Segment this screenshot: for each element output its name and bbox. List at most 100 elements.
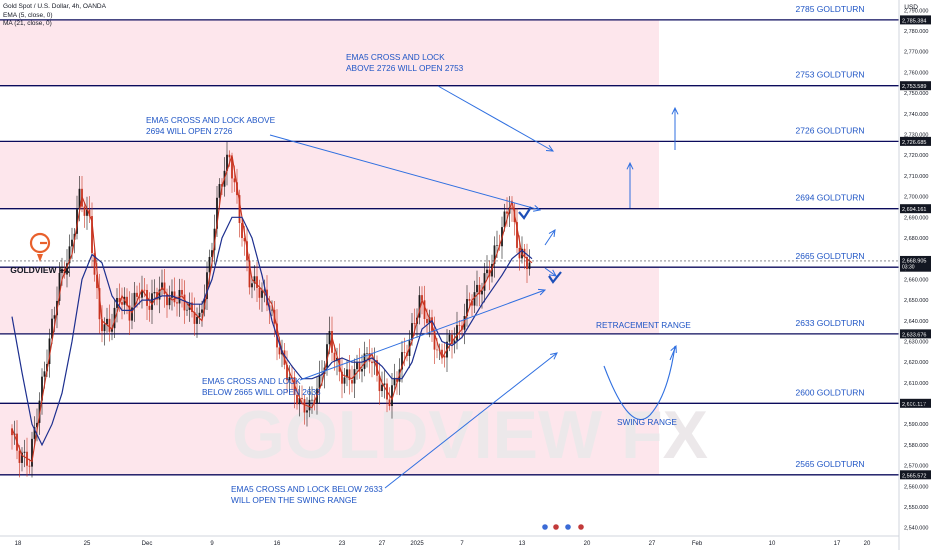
- candle-body: [66, 263, 68, 275]
- candle-body: [336, 357, 338, 361]
- candle-body: [103, 324, 106, 332]
- arrow-head: [626, 161, 634, 170]
- candle-body: [303, 399, 306, 413]
- candle-body: [71, 239, 73, 247]
- candle-body: [206, 272, 208, 299]
- candle-body: [33, 427, 36, 439]
- candle-body: [503, 211, 506, 228]
- candle-body: [201, 309, 203, 313]
- ma-indicator-label: MA (21, close, 0): [3, 20, 52, 28]
- level-label: 2753 GOLDTURN: [796, 70, 865, 80]
- candle-body: [348, 369, 351, 381]
- candle-body: [528, 262, 531, 270]
- currency-label: USD: [904, 4, 918, 11]
- candle-body: [208, 256, 211, 273]
- economic-event-icon[interactable]: [552, 523, 560, 531]
- arrow-head: [671, 106, 679, 115]
- candle-body: [466, 299, 468, 317]
- candle-body: [21, 452, 23, 463]
- candle-body: [413, 323, 416, 324]
- candle-body: [448, 334, 451, 342]
- y-tick-label: 2,680.000: [904, 236, 928, 242]
- level-price-badge-text: 2,694.161: [902, 207, 926, 213]
- arrow-head: [545, 144, 555, 152]
- arrow-head: [533, 205, 542, 212]
- candle-body: [506, 211, 508, 214]
- annotation-text: BELOW 2665 WILL OPEN 2633: [202, 387, 321, 397]
- candle-body: [378, 375, 381, 392]
- candle-body: [171, 291, 173, 298]
- candle-body: [526, 256, 528, 270]
- candle-body: [78, 188, 81, 210]
- candle-body: [381, 384, 383, 392]
- candle-body: [333, 352, 336, 361]
- x-tick-label: 27: [649, 541, 656, 547]
- economic-event-icon[interactable]: [564, 523, 572, 531]
- y-tick-label: 2,560.000: [904, 484, 928, 490]
- candle-body: [36, 422, 38, 428]
- x-tick-label: 25: [84, 541, 91, 547]
- candle-body: [343, 377, 346, 384]
- candle-body: [436, 349, 438, 351]
- candle-body: [141, 289, 143, 298]
- x-tick-label: Dec: [142, 541, 153, 547]
- level-price-badge: [900, 470, 931, 480]
- candle-body: [228, 154, 231, 158]
- zone-band: [0, 141, 659, 209]
- candle-body: [476, 284, 478, 293]
- y-tick-label: 2,580.000: [904, 443, 928, 449]
- candle-body: [161, 282, 163, 290]
- candle-body: [473, 292, 476, 306]
- candle-body: [481, 290, 483, 295]
- candle-body: [211, 250, 213, 257]
- candle-body: [113, 307, 116, 329]
- candle-body: [493, 245, 496, 264]
- level-label: 2600 GOLDTURN: [796, 387, 865, 397]
- candle-body: [128, 305, 131, 321]
- current-price-badge: [900, 255, 931, 270]
- candle-body: [456, 325, 458, 341]
- candle-body: [383, 383, 386, 385]
- candle-body: [168, 297, 171, 306]
- candle-body: [421, 295, 423, 301]
- candle-body: [118, 297, 121, 303]
- goldview-logo-text: GOLDVIEW FX: [10, 265, 70, 275]
- candle-body: [11, 428, 13, 436]
- candle-body: [453, 340, 456, 344]
- candle-body: [253, 276, 256, 284]
- candle-body: [331, 331, 333, 353]
- candle-body: [91, 216, 93, 254]
- annotation-text: 2694 WILL OPEN 2726: [146, 126, 233, 136]
- y-tick-label: 2,770.000: [904, 50, 928, 56]
- candle-body: [326, 344, 328, 368]
- x-tick-label: 27: [379, 541, 386, 547]
- candle-body: [83, 206, 86, 216]
- arrow-shaft: [437, 85, 554, 152]
- level-label: 2565 GOLDTURN: [796, 459, 865, 469]
- candle-body: [146, 289, 148, 306]
- arrow-shaft: [669, 345, 677, 361]
- candle-body: [163, 282, 166, 295]
- candle-body: [351, 380, 353, 384]
- candle-body: [186, 309, 188, 311]
- candle-body: [306, 410, 308, 413]
- candle-body: [251, 283, 253, 288]
- economic-event-icon[interactable]: [577, 523, 585, 531]
- candle-body: [231, 157, 233, 179]
- candle-body: [191, 302, 193, 313]
- ma-line: [11, 216, 533, 447]
- candle-body: [196, 317, 198, 324]
- candle-body: [41, 376, 43, 401]
- candle-body: [243, 238, 246, 242]
- annotation-arrows: [269, 85, 679, 489]
- candle-body: [101, 319, 103, 332]
- candle-body: [311, 399, 313, 401]
- candle-body: [181, 289, 183, 295]
- candle-body: [451, 334, 453, 344]
- candle-body: [76, 209, 78, 234]
- y-tick-label: 2,630.000: [904, 339, 928, 345]
- candle-body: [108, 318, 111, 332]
- economic-event-icon[interactable]: [541, 523, 549, 531]
